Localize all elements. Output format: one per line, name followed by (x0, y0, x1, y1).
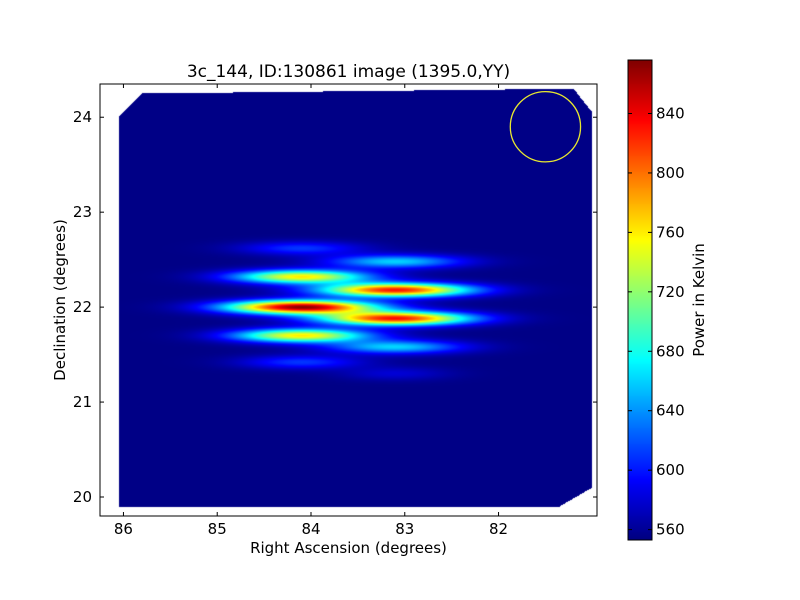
colorbar-tick-label: 600 (656, 461, 685, 479)
y-axis-label: Declination (degrees) (51, 219, 69, 381)
y-tick-label: 21 (73, 393, 92, 411)
colorbar-ticks: 560 600 640 680 720 760 800 840 (628, 104, 685, 539)
y-axis-ticks: 20 21 22 23 24 (73, 108, 597, 506)
y-tick-label: 23 (73, 203, 92, 221)
x-axis-ticks: 86 85 84 83 82 (114, 84, 508, 538)
y-tick-label: 24 (73, 108, 92, 126)
y-tick-label: 22 (73, 298, 92, 316)
marker-circle (509, 90, 582, 163)
x-tick-label: 82 (489, 520, 508, 538)
colorbar-label: Power in Kelvin (690, 243, 708, 357)
heatmap-canvas (100, 84, 597, 516)
plot-area: 86 85 84 83 82 20 21 22 23 24 (73, 83, 598, 538)
y-tick-label: 20 (73, 488, 92, 506)
colorbar-gradient (628, 60, 652, 540)
colorbar-tick-label: 640 (656, 402, 685, 420)
colorbar: 560 600 640 680 720 760 800 840 Power in Kelvin (627, 59, 708, 541)
x-tick-label: 86 (114, 520, 133, 538)
colorbar-tick-label: 680 (656, 342, 685, 360)
x-tick-label: 84 (301, 520, 320, 538)
colorbar-tick-label: 800 (656, 164, 685, 182)
colorbar-tick-label: 840 (656, 104, 685, 122)
colorbar-frame (627, 59, 653, 541)
colorbar-tick-label: 760 (656, 223, 685, 241)
x-axis-label: Right Ascension (degrees) (250, 539, 447, 557)
x-tick-label: 85 (208, 520, 227, 538)
plot-frame (99, 83, 598, 517)
chart-title: 3c_144, ID:130861 image (1395.0,YY) (187, 62, 510, 82)
colorbar-tick-label: 560 (656, 521, 685, 539)
colorbar-tick-label: 720 (656, 283, 685, 301)
x-tick-label: 83 (395, 520, 414, 538)
